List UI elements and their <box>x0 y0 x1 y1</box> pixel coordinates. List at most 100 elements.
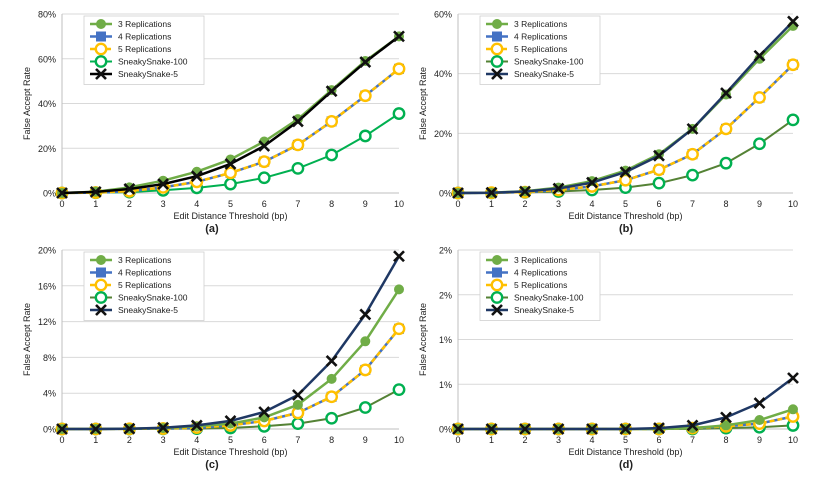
legend-swatch-marker <box>95 68 107 80</box>
series-sneakysnake-5 <box>452 15 799 199</box>
y-tick-label: 2% <box>439 246 452 256</box>
y-tick-label: 40% <box>38 99 56 109</box>
x-tick-label: 7 <box>690 199 695 209</box>
legend-swatch-marker <box>491 68 503 80</box>
y-tick-label: 60% <box>434 10 452 20</box>
data-point <box>619 423 632 435</box>
x-tick-label: 1 <box>489 199 494 209</box>
x-tick-label: 10 <box>394 435 404 445</box>
legend-label: 4 Replications <box>118 32 171 42</box>
x-tick-label: 1 <box>93 435 98 445</box>
y-axis-title: False Accept Rate <box>418 67 428 140</box>
data-point <box>686 168 699 182</box>
legend-label: 5 Replications <box>118 280 171 290</box>
x-tick-label: 5 <box>623 199 628 209</box>
data-point <box>452 423 464 435</box>
data-point <box>89 423 102 435</box>
y-axis-title: False Accept Rate <box>22 303 32 376</box>
data-point <box>786 113 800 127</box>
data-point <box>753 91 766 104</box>
data-point <box>190 170 203 183</box>
chart-panel: 0% 20% 40% 60% 80% 0 1 2 3 4 5 6 7 8 9 10 Edit Distance … <box>22 10 406 235</box>
data-point <box>291 115 304 128</box>
data-point <box>224 415 237 427</box>
data-point <box>157 421 170 434</box>
data-point <box>190 419 203 432</box>
data-point <box>326 373 337 384</box>
data-point <box>157 178 170 190</box>
data-point <box>653 422 665 435</box>
data-point <box>292 399 303 410</box>
x-tick-label: 3 <box>556 199 561 209</box>
x-tick-label: 0 <box>455 199 460 209</box>
data-point <box>258 140 271 152</box>
legend: 3 Replications 4 Replications 5 Replicatio… <box>479 15 601 85</box>
x-tick-label: 9 <box>757 435 762 445</box>
data-point <box>719 156 733 170</box>
series-sneakysnake-5 <box>452 372 799 435</box>
legend-swatch-marker <box>94 278 108 292</box>
data-point <box>258 406 271 418</box>
x-tick-label: 10 <box>788 199 798 209</box>
y-tick-label: 1% <box>439 335 452 345</box>
x-tick-label: 8 <box>723 199 728 209</box>
data-point <box>754 415 765 426</box>
data-point <box>325 355 338 367</box>
legend-swatch-marker <box>490 42 504 56</box>
series-4-replications <box>57 323 404 434</box>
data-point <box>787 15 799 28</box>
x-tick-label: 0 <box>59 435 64 445</box>
series-sneakysnake-100 <box>55 107 406 200</box>
x-axis-title: Edit Distance Threshold (bp) <box>174 447 288 457</box>
legend-label: SneakySnake-5 <box>118 69 178 79</box>
data-point <box>786 58 800 72</box>
x-tick-label: 3 <box>161 435 166 445</box>
data-point <box>721 420 731 431</box>
data-point <box>753 397 766 409</box>
y-tick-label: 60% <box>38 54 56 64</box>
legend: 3 Replications 4 Replications 5 Replicatio… <box>83 251 205 321</box>
data-point <box>359 308 372 321</box>
y-tick-label: 12% <box>38 317 56 327</box>
data-point <box>392 107 406 120</box>
panel-caption: (a) <box>205 223 219 235</box>
x-tick-label: 8 <box>329 199 334 209</box>
data-point <box>586 423 598 435</box>
legend-label: 5 Replications <box>118 44 171 54</box>
x-tick-label: 7 <box>690 435 695 445</box>
series-sneakysnake-5 <box>56 250 405 435</box>
data-point <box>56 423 68 435</box>
data-point <box>292 114 303 125</box>
y-tick-label: 20% <box>38 144 56 154</box>
legend-label: SneakySnake-100 <box>514 57 584 67</box>
data-point <box>123 183 136 195</box>
x-tick-label: 4 <box>589 199 594 209</box>
legend-label: 5 Replications <box>514 44 567 54</box>
x-tick-label: 8 <box>723 435 728 445</box>
data-point <box>552 182 565 195</box>
panel-caption: (b) <box>619 223 633 235</box>
legend-swatch-marker <box>492 31 502 42</box>
series-line <box>458 376 794 431</box>
data-point <box>392 383 406 397</box>
y-tick-label: 0% <box>439 189 452 199</box>
x-axis-title: Edit Distance Threshold (bp) <box>569 447 683 457</box>
panel-caption: (d) <box>619 459 633 471</box>
legend-swatch-marker <box>94 42 108 56</box>
data-point <box>325 148 338 162</box>
legend-swatch-marker <box>492 267 502 278</box>
data-point <box>291 161 305 175</box>
legend-label: 5 Replications <box>514 280 567 290</box>
data-point <box>291 417 305 431</box>
y-tick-label: 8% <box>43 353 56 363</box>
x-tick-label: 5 <box>623 435 628 445</box>
legend-label: 4 Replications <box>514 32 567 42</box>
x-tick-label: 0 <box>455 435 460 445</box>
data-point <box>619 166 632 179</box>
data-point <box>257 171 271 185</box>
legend-swatch-marker <box>490 278 504 292</box>
x-tick-label: 5 <box>228 199 233 209</box>
legend-swatch-marker <box>490 55 504 68</box>
data-point <box>123 422 136 435</box>
legend-label: SneakySnake-5 <box>514 69 574 79</box>
